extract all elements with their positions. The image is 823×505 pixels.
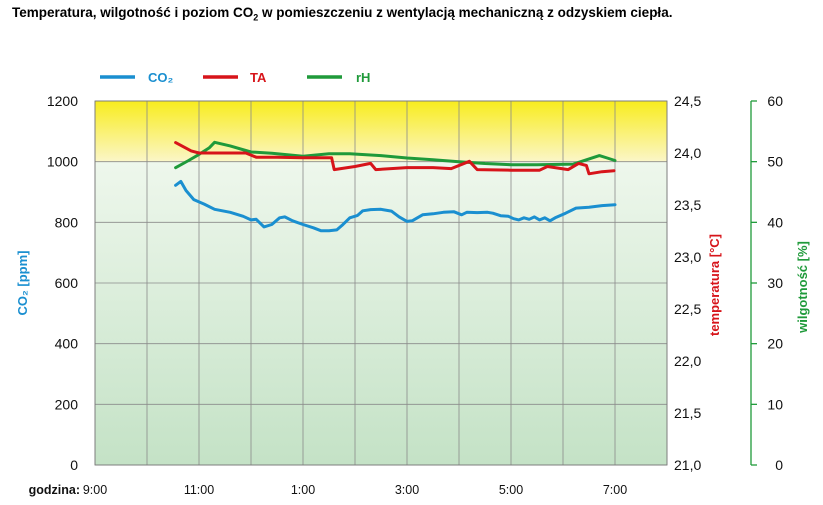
humidity-axis-title: wilgotność [%] (795, 241, 810, 334)
temperature-axis-tick-label: 21,0 (674, 457, 701, 473)
co2-axis-tick-label: 800 (55, 214, 79, 230)
humidity-axis-tick-label: 10 (767, 396, 783, 412)
x-axis-tick-label: 5:00 (499, 483, 523, 497)
x-axis-tick-label: 7:00 (603, 483, 627, 497)
co2-axis-tick-label: 600 (55, 275, 79, 291)
plot-frame (94, 100, 668, 466)
co2-axis-tick-label: 1000 (47, 154, 78, 170)
temperature-axis-title: temperatura [°C] (707, 234, 722, 336)
temperature-axis-tick-label: 23,5 (674, 197, 701, 213)
temperature-axis-tick-label: 24,5 (674, 93, 701, 109)
x-axis-tick-label: 3:00 (395, 483, 419, 497)
x-axis-tick-label: 11:00 (184, 483, 214, 497)
temperature-axis-tick-label: 23,0 (674, 249, 701, 265)
co2-limit-band (95, 101, 667, 162)
co2-axis-title: CO₂ [ppm] (15, 251, 30, 316)
humidity-axis-tick-label: 20 (767, 336, 783, 352)
temperature-axis-tick-label: 22,5 (674, 301, 701, 317)
humidity-axis-tick-label: 60 (767, 93, 783, 109)
chart-title: Temperatura, wilgotność i poziom CO2 w p… (12, 5, 673, 23)
co2-axis-tick-label: 0 (70, 457, 78, 473)
x-axis-tick-label: 1:00 (291, 483, 315, 497)
legend-label-ta: TA (250, 70, 267, 85)
temperature-axis-tick-label: 21,5 (674, 405, 701, 421)
humidity-axis-tick-label: 50 (767, 154, 783, 170)
co2-axis-tick-label: 1200 (47, 93, 78, 109)
humidity-axis-tick-label: 30 (767, 275, 783, 291)
series-line-ta (174, 141, 616, 176)
co2-axis-tick-label: 200 (55, 396, 79, 412)
temperature-axis-tick-label: 22,0 (674, 353, 701, 369)
humidity-axis-tick-label: 40 (767, 214, 783, 230)
co2-axis-tick-label: 400 (55, 336, 79, 352)
humidity-axis-tick-label: 0 (775, 457, 783, 473)
series-line-co2 (174, 179, 617, 233)
x-axis-tick-label: 9:00 (83, 483, 107, 497)
x-axis-prefix-label: godzina: (29, 483, 80, 497)
plot-area-background (95, 161, 667, 465)
legend-label-rh: rH (356, 70, 370, 85)
legend-label-co2: CO₂ (148, 70, 174, 85)
temperature-axis-tick-label: 24,0 (674, 145, 701, 161)
